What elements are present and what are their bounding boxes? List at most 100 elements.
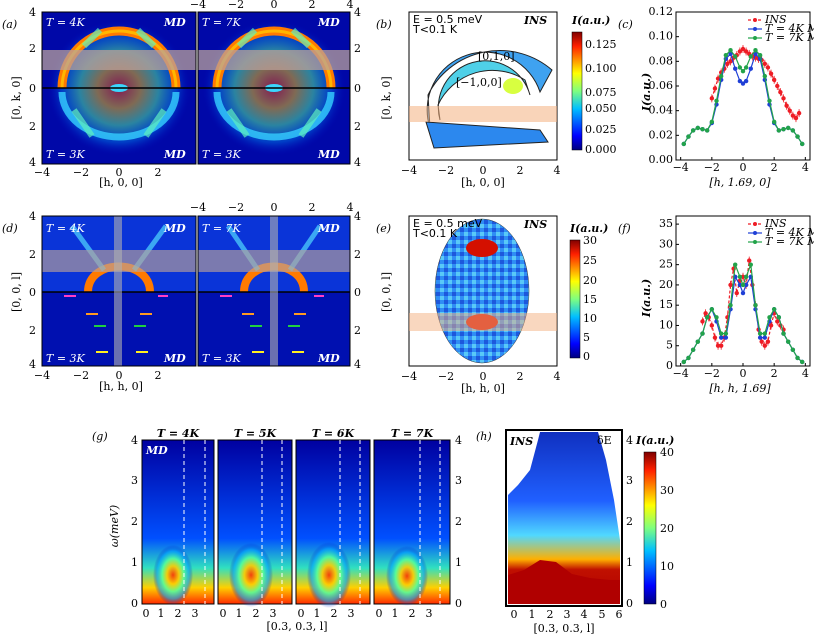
panel-e-xlabel: [h, h, 0]	[461, 382, 505, 395]
panel-f-point	[790, 347, 796, 352]
panel-f-point	[757, 331, 763, 336]
panel-c-xtick: 4	[802, 161, 809, 174]
panel-f-point	[728, 282, 733, 288]
panel-g-sub-5k: T = 5K 0 1 2 3	[217, 427, 293, 620]
panel-d-md-bottom: MD	[163, 352, 186, 365]
panel-f-point	[718, 343, 724, 348]
panel-h-colorbar	[643, 451, 657, 605]
panel-h-elastic-band	[508, 560, 620, 604]
panel-d-map-right: T = 7K MD T = 3K MD	[197, 215, 351, 367]
panel-c-ytick: 0.02	[649, 128, 674, 141]
panel-c-xtick: 2	[771, 161, 778, 174]
panel-d-md-top: MD	[163, 222, 186, 235]
panel-c-point	[743, 65, 749, 70]
panel-d-md-bottom-right: MD	[317, 352, 340, 365]
panel-h-cbar-tick: 30	[660, 484, 674, 497]
panel-g-right-ytick: 1	[455, 556, 462, 569]
panel-a-temp-3k-left: T = 3K	[46, 148, 86, 161]
panel-c-point	[790, 128, 796, 133]
panel-d-xtick: −2	[73, 369, 89, 382]
panel-f-xtick: −2	[704, 367, 720, 380]
panel-h-data-region	[508, 432, 620, 604]
panel-f-point	[740, 282, 746, 288]
panel-f-point	[781, 331, 786, 336]
panel-e-xtick: 2	[517, 370, 524, 383]
panel-a-ytick: 2	[29, 120, 36, 133]
panel-c-point	[733, 54, 738, 59]
panel-b-cbar-title: I(a.u.)	[571, 14, 610, 27]
panel-b-cbar-tick: 0.000	[585, 143, 617, 156]
panel-g-title: T = 7K	[391, 427, 434, 440]
panel-d-right-ytick: 2	[354, 248, 361, 261]
panel-g-right-ytick: 3	[455, 474, 462, 487]
panel-d-top-xtick: −2	[228, 201, 244, 214]
panel-c-point	[790, 113, 796, 118]
panel-f-point	[715, 343, 721, 348]
panel-g-ytick: 0	[131, 597, 138, 610]
panel-c-ylabel: I(a.u.)	[640, 73, 653, 112]
panel-a-top-xtick: 4	[347, 0, 354, 11]
panel-d-right-ytick: 2	[354, 324, 361, 337]
panel-g-xtick: 0	[376, 607, 383, 620]
panel-e-cbar-tick: 15	[583, 293, 597, 306]
panel-f-point	[737, 274, 743, 280]
panel-d-ytick: 2	[29, 324, 36, 337]
panel-g-xlabel: [0.3, 0.3, l]	[266, 620, 327, 633]
panel-f-point	[743, 282, 749, 288]
panel-f-point	[800, 359, 805, 365]
panel-d-md-top-right: MD	[317, 222, 340, 235]
panel-c-ytick: 0.12	[649, 5, 674, 18]
panel-h: (h) INS δE [0.3, 0.3, l] 0 1 2 3 4 5 6 4…	[476, 429, 674, 635]
panel-c-point	[762, 73, 768, 79]
panel-e-peak-top	[466, 239, 498, 257]
panel-f-legend-marker	[753, 240, 757, 244]
panel-h-ytick: 3	[626, 474, 633, 487]
panel-c-point	[787, 108, 792, 113]
panel-h-ytick: 4	[626, 434, 633, 447]
panel-c-point	[753, 51, 758, 57]
panel-g-ytick: 1	[131, 556, 138, 569]
panel-c-point	[796, 110, 802, 116]
panel-b-cbar-tick: 0.100	[585, 62, 617, 75]
panel-g-xtick: 0	[220, 607, 227, 620]
panel-f-point	[765, 339, 771, 344]
panel-b-cbar-tick: 0.075	[585, 86, 617, 99]
panel-c-point	[728, 51, 733, 57]
panel-c-legend-entry: INS	[764, 13, 787, 26]
panel-f-point	[740, 274, 746, 280]
panel-d: (d) T = 4K MD T = 3K MD T = 7K MD T = 3K	[2, 201, 361, 393]
panel-f-xtick: 4	[802, 367, 809, 380]
panel-f-point	[767, 315, 772, 320]
panel-c-point	[714, 98, 719, 104]
panel-e-ylabel: [0, 0, l]	[380, 272, 393, 312]
panel-a-right-ytick: 2	[354, 120, 361, 133]
panel-a-top-xtick: −2	[228, 0, 244, 11]
panel-g-right-ytick: 0	[455, 597, 462, 610]
panel-c-ytick: 0.10	[649, 30, 674, 43]
panel-b-ann-100: [−1,0,0]	[456, 76, 502, 89]
panel-c-point	[765, 65, 771, 70]
panel-g-xtick: 0	[298, 607, 305, 620]
panel-h-xtick: 2	[547, 608, 554, 621]
panel-f-point	[723, 335, 729, 340]
panel-d-temp-3k-left: T = 3K	[46, 352, 86, 365]
panel-e-xtick: 4	[554, 370, 561, 383]
panel-b-energy: E = 0.5 meV	[413, 13, 483, 26]
panel-f-point	[709, 307, 715, 312]
panel-c-point	[728, 59, 733, 64]
panel-f-point	[768, 323, 774, 328]
panel-a-md-bottom: MD	[163, 148, 186, 161]
panel-e-cbar-title: I(a.u.)	[569, 222, 608, 235]
panel-f-point	[785, 339, 791, 344]
panel-b-label: (b)	[376, 18, 392, 31]
panel-b-wedge	[426, 50, 553, 129]
panel-c-point	[695, 125, 701, 131]
panel-b-cbar-tick: 0.025	[585, 123, 617, 136]
panel-a-top-xtick: 0	[271, 0, 278, 11]
panel-f-point	[728, 302, 733, 308]
panel-c-point	[781, 126, 786, 132]
panel-b-xtick: 2	[517, 164, 524, 177]
panel-b-temp: T<0.1 K	[412, 23, 458, 36]
panel-a-top-xtick: 2	[309, 0, 316, 11]
